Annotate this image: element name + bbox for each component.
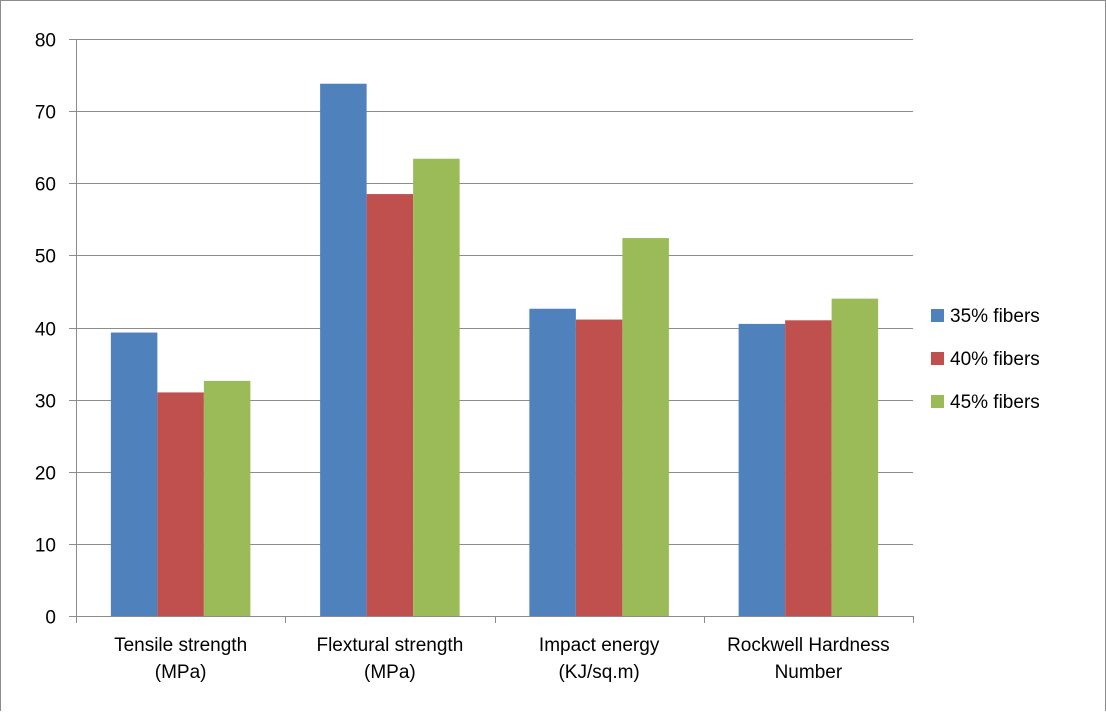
x-category-label-3-line-1: Impact energy bbox=[539, 635, 660, 656]
y-tick-label-80: 80 bbox=[35, 31, 56, 52]
bar-3-series-2 bbox=[575, 319, 623, 616]
y-tick-label-70: 70 bbox=[35, 103, 56, 124]
y-tick-labels: 0 10 20 30 40 50 60 70 80 bbox=[35, 31, 56, 629]
x-category-label-3-line-2: (KJ/sq.m) bbox=[558, 662, 639, 683]
x-category-labels: Tensile strength (MPa) Flextural strength (… bbox=[114, 635, 890, 683]
x-category-label-1-line-1: Tensile strength bbox=[114, 635, 247, 656]
y-tick-label-30: 30 bbox=[35, 392, 56, 413]
bar-1-series-1 bbox=[110, 332, 158, 616]
bar-2-series-1 bbox=[320, 83, 367, 616]
y-tick-label-50: 50 bbox=[35, 247, 56, 268]
y-tick-label-10: 10 bbox=[35, 536, 56, 557]
bar-1-series-2 bbox=[157, 392, 204, 616]
axes bbox=[69, 39, 914, 623]
legend-swatch-3 bbox=[931, 395, 944, 408]
legend-swatch-1 bbox=[931, 309, 944, 322]
x-category-label-4-line-2: Number bbox=[775, 662, 843, 683]
legend-label-3: 45% fibers bbox=[950, 392, 1040, 413]
x-category-label-2-line-1: Flextural strength bbox=[316, 635, 463, 656]
bar-2-series-3 bbox=[413, 158, 460, 617]
x-category-label-4-line-1: Rockwell Hardness bbox=[727, 635, 890, 656]
bar-1-series-3 bbox=[203, 380, 251, 616]
x-category-label-2-line-2: (MPa) bbox=[364, 662, 416, 683]
y-tick-label-0: 0 bbox=[45, 608, 56, 629]
legend-label-2: 40% fibers bbox=[950, 349, 1040, 370]
bar-2-series-2 bbox=[366, 194, 414, 616]
bar-4-series-3 bbox=[831, 298, 879, 616]
y-tick-label-60: 60 bbox=[35, 175, 56, 196]
x-category-label-1-line-2: (MPa) bbox=[155, 662, 207, 683]
bar-4-series-1 bbox=[738, 323, 786, 616]
legend-swatch-2 bbox=[931, 352, 944, 365]
legend: 35% fibers 40% fibers 45% fibers bbox=[931, 306, 1040, 413]
legend-label-1: 35% fibers bbox=[950, 306, 1040, 327]
y-tick-label-40: 40 bbox=[35, 320, 56, 341]
bar-3-series-1 bbox=[529, 308, 576, 616]
bar-4-series-2 bbox=[785, 320, 832, 616]
bars bbox=[110, 83, 879, 617]
bar-3-series-3 bbox=[622, 238, 669, 616]
y-tick-label-20: 20 bbox=[35, 464, 56, 485]
